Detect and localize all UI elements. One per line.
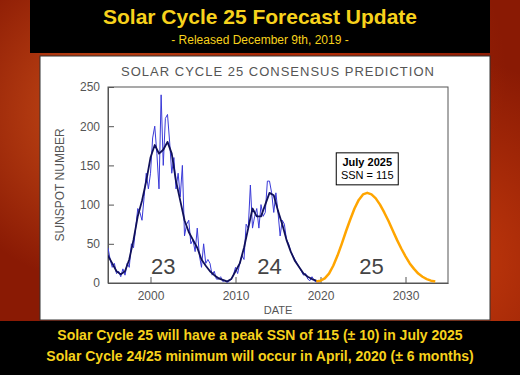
y-tick-label: 0 <box>93 276 100 290</box>
cycle-label: 24 <box>257 254 281 279</box>
x-tick: 2030 <box>393 277 420 303</box>
y-tick: 250 <box>80 80 114 94</box>
x-tick: 2000 <box>138 277 165 303</box>
x-axis: 2000 2010 2020 2030 <box>109 277 449 303</box>
footer-text: Solar Cycle 24/25 minimum will occur in … <box>46 348 473 364</box>
series-line <box>108 142 320 282</box>
y-tick-mark <box>108 244 114 245</box>
y-tick-mark <box>108 205 114 206</box>
y-tick: 50 <box>87 237 114 251</box>
x-tick-mark <box>406 277 407 283</box>
x-tick-label: 2010 <box>223 289 250 303</box>
x-tick-label: 2000 <box>138 289 165 303</box>
y-tick-label: 50 <box>87 237 101 251</box>
annotations: 23 24 25 July 2025SSN = 115 <box>151 153 398 279</box>
footer-text: Solar Cycle 25 will have a peak SSN of 1… <box>57 327 463 343</box>
y-tick: 100 <box>80 198 114 212</box>
callout-box <box>336 153 398 185</box>
page: Solar Cycle 25 Forecast Update - Released… <box>0 0 520 375</box>
y-tick-mark <box>108 126 114 127</box>
x-axis-title: DATE <box>264 304 293 316</box>
header-subtitle: - Released December 9th, 2019 - <box>171 33 348 47</box>
x-tick-label: 2030 <box>393 289 420 303</box>
plot-marks <box>108 95 435 282</box>
series-line <box>316 193 435 282</box>
y-tick-label: 100 <box>80 198 100 212</box>
y-axis-title: SUNSPOT NUMBER <box>53 128 67 241</box>
y-tick: 150 <box>80 159 114 173</box>
chart-panel <box>40 56 490 320</box>
y-tick-mark <box>108 165 114 166</box>
y-tick-mark <box>108 87 114 88</box>
footer-box <box>0 321 520 375</box>
cycle-label: 25 <box>359 254 383 279</box>
x-tick-mark <box>236 277 237 283</box>
y-tick-label: 200 <box>80 120 100 134</box>
series-line <box>108 95 321 282</box>
callout-text: SSN = 115 <box>341 169 394 181</box>
cycle-label: 23 <box>151 254 175 279</box>
y-tick-label: 250 <box>80 80 100 94</box>
y-tick-label: 150 <box>80 159 100 173</box>
callout-text: July 2025 <box>342 156 392 168</box>
x-tick-label: 2020 <box>308 289 335 303</box>
x-axis-line <box>109 283 449 284</box>
chart-title: SOLAR CYCLE 25 CONSENSUS PREDICTION <box>121 64 435 79</box>
y-tick: 200 <box>80 120 114 134</box>
header-box <box>30 0 490 53</box>
plot-frame <box>108 87 448 283</box>
peak-callout: July 2025SSN = 115 <box>336 153 398 185</box>
header-title: Solar Cycle 25 Forecast Update <box>103 5 417 28</box>
